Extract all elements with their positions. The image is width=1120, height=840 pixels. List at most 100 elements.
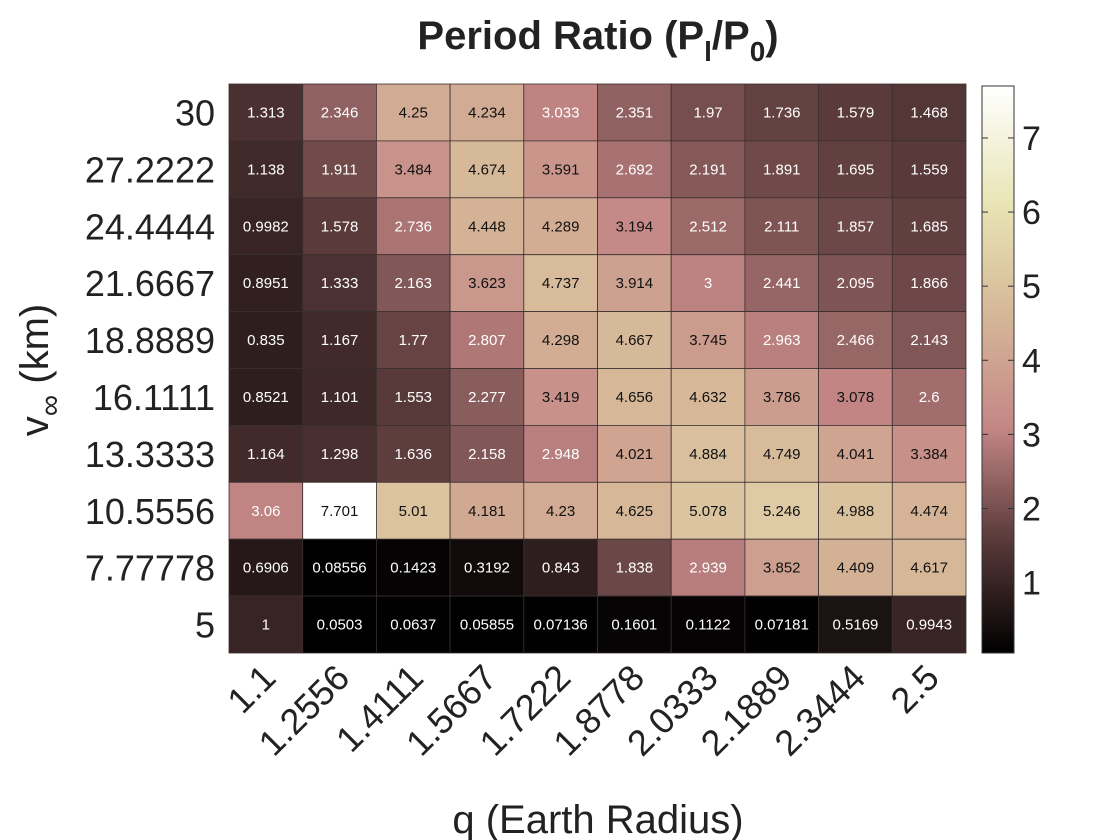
heatmap-cell [818, 424, 893, 483]
cell-value-label: 2.163 [394, 275, 432, 292]
cell-value-label: 1.97 [693, 104, 722, 121]
cell-value-label: 4.25 [399, 104, 428, 121]
cell-value-label: 0.9982 [243, 218, 289, 235]
cell-value-label: 4.632 [689, 389, 727, 406]
cell-value-label: 5.078 [689, 503, 727, 520]
cell-value-label: 1.167 [321, 332, 359, 349]
cell-value-label: 1.911 [321, 161, 357, 178]
cell-value-label: 4.674 [468, 161, 506, 178]
cell-value-label: 4.298 [542, 332, 580, 349]
colorbar-tick-label: 4 [1022, 342, 1041, 380]
cell-value-label: 3.786 [763, 389, 801, 406]
cell-value-label: 4.041 [837, 446, 875, 463]
heatmap-cell [228, 424, 304, 483]
heatmap-cell [302, 595, 377, 654]
heatmap-cell [302, 538, 377, 597]
heatmap-cell [891, 424, 967, 483]
heatmap-cell [891, 481, 967, 540]
heatmap-cell [744, 481, 820, 540]
heatmap-cell [597, 595, 672, 654]
heatmap-cell [818, 311, 893, 369]
cell-value-label: 2.736 [394, 218, 432, 235]
cell-value-label: 0.0637 [390, 617, 436, 634]
heatmap-cell [597, 481, 672, 540]
heatmap-cell [228, 538, 304, 597]
y-tick-label: 18.8889 [85, 320, 215, 361]
heatmap-cell [375, 83, 451, 142]
y-tick-label: 13.3333 [85, 434, 215, 475]
heatmap-cell [818, 368, 893, 426]
cell-value-label: 2.692 [616, 161, 654, 178]
heatmap-cell [597, 368, 672, 426]
cell-value-label: 2.807 [468, 332, 506, 349]
cell-value-label: 4.474 [910, 503, 948, 520]
cell-value-label: 1.891 [763, 161, 801, 178]
heatmap-cell [891, 595, 967, 654]
cell-value-label: 0.1601 [611, 617, 657, 634]
y-tick-label: 24.4444 [85, 206, 215, 247]
colorbar-tick-label: 6 [1022, 194, 1041, 232]
colorbar-tick-label: 7 [1022, 120, 1041, 158]
heatmap-cell [891, 197, 967, 256]
cell-value-label: 0.07181 [755, 617, 809, 634]
heatmap-cell [302, 140, 377, 199]
heatmap-cell [744, 424, 820, 483]
cell-value-label: 2.111 [764, 218, 799, 235]
heatmap-cell [523, 368, 598, 426]
heatmap-cell [375, 595, 451, 654]
y-tick-label: 5 [195, 605, 215, 646]
cell-value-label: 0.3192 [464, 560, 510, 577]
cell-value-label: 0.1122 [686, 617, 731, 634]
cell-value-label: 1.164 [247, 446, 285, 463]
cell-value-label: 4.625 [616, 503, 654, 520]
cell-value-label: 3.194 [616, 218, 654, 235]
heatmap-cell [228, 254, 304, 312]
cell-value-label: 4.181 [468, 503, 506, 520]
heatmap-cell [597, 311, 672, 369]
heatmap-cell [597, 424, 672, 483]
heatmap-cell [302, 311, 377, 369]
cell-value-label: 4.656 [616, 389, 654, 406]
cell-value-label: 3.591 [542, 161, 580, 178]
x-axis-label: q (Earth Radius) [452, 798, 743, 840]
heatmap-cell [818, 197, 893, 256]
heatmap-cell [744, 197, 820, 256]
cell-value-label: 2.466 [837, 332, 875, 349]
cell-value-label: 1.736 [763, 104, 801, 121]
colorbar-tick-label: 2 [1022, 491, 1041, 529]
cell-value-label: 3.033 [542, 104, 580, 121]
cell-value-label: 2.6 [919, 389, 940, 406]
cell-value-label: 4.667 [616, 332, 654, 349]
heatmap-cell [375, 311, 451, 369]
heatmap-cell [670, 140, 746, 199]
cell-value-label: 1.468 [910, 104, 948, 121]
cell-value-label: 4.884 [689, 446, 727, 463]
cell-value-label: 1.579 [837, 104, 875, 121]
cell-value-label: 4.749 [763, 446, 801, 463]
cell-value-label: 0.843 [542, 560, 580, 577]
cell-value-label: 1.636 [394, 446, 432, 463]
cell-value-label: 0.835 [247, 332, 285, 349]
cell-value-label: 1.313 [247, 104, 285, 121]
cell-value-label: 3 [704, 275, 712, 292]
cell-value-label: 4.737 [542, 275, 580, 292]
cell-value-label: 1.553 [394, 389, 432, 406]
heatmap-cell [891, 140, 967, 199]
y-axis-label-group: v∞ (km) [13, 304, 67, 436]
heatmap-cell [670, 311, 746, 369]
cell-value-label: 0.1423 [390, 560, 436, 577]
heatmap-cell [744, 140, 820, 199]
cell-value-label: 2.346 [321, 104, 359, 121]
heatmap-cell [375, 140, 451, 199]
cell-value-label: 3.745 [689, 332, 727, 349]
y-axis-label: v∞ (km) [13, 304, 67, 436]
heatmap-cell [744, 538, 820, 597]
x-tick-labels: 1.11.25561.41111.56671.72221.87782.03332… [219, 657, 947, 764]
cell-value-label: 1.559 [910, 161, 948, 178]
cell-value-label: 1.333 [321, 275, 359, 292]
heatmap-cell [523, 481, 598, 540]
heatmap-cell [818, 538, 893, 597]
cell-value-label: 3.078 [837, 389, 875, 406]
y-tick-label: 16.1111 [93, 377, 215, 418]
heatmap-cell [228, 595, 304, 654]
